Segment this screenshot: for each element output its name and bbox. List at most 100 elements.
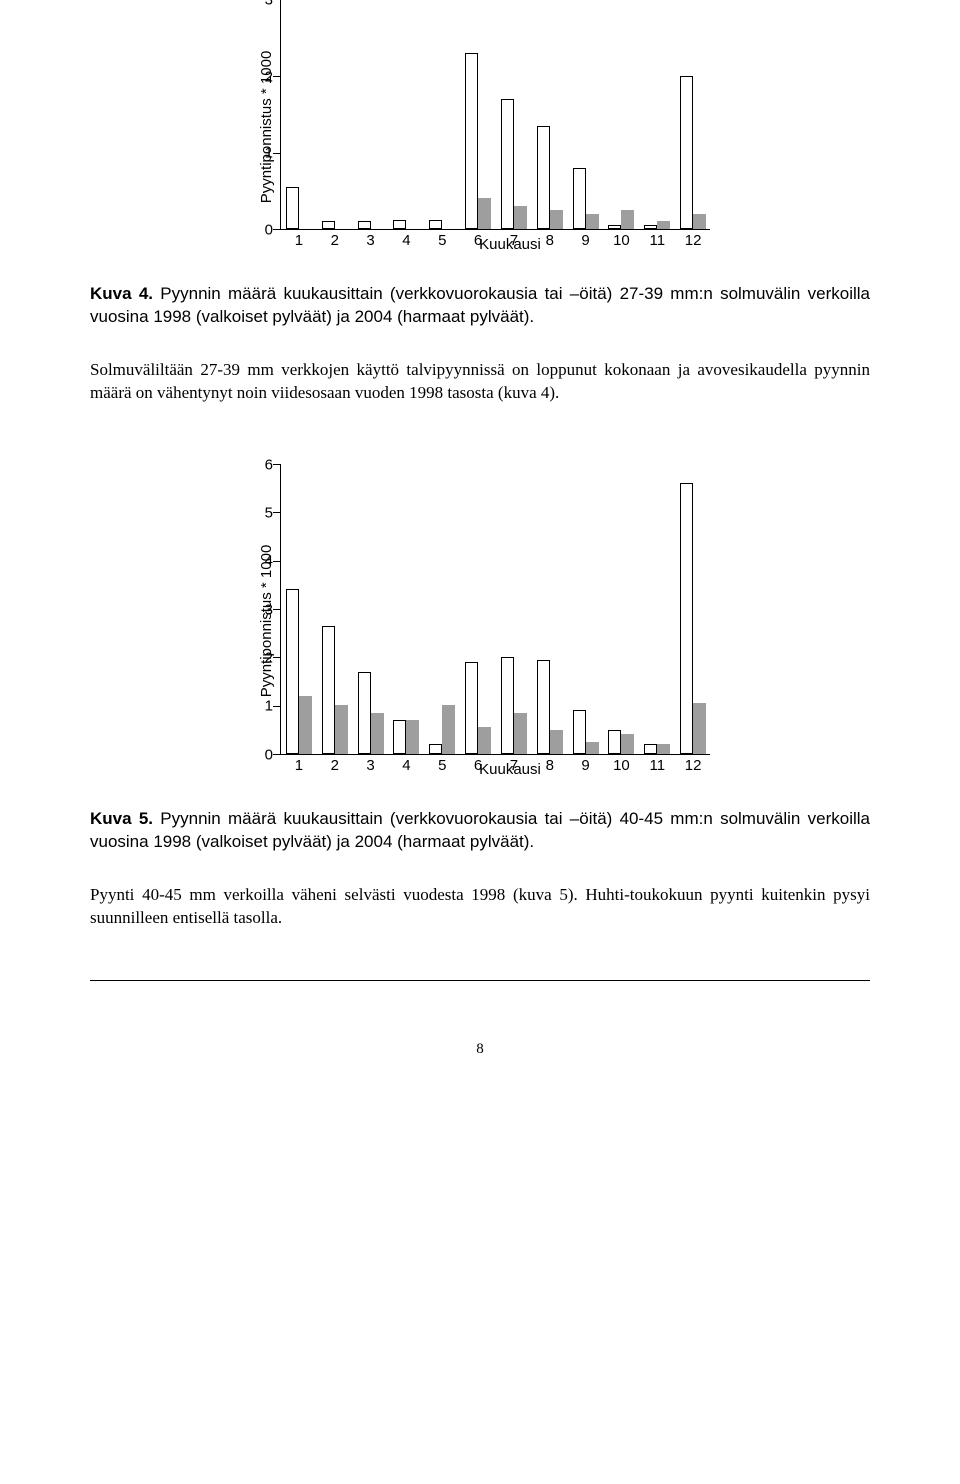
bar-gray <box>657 221 670 229</box>
x-tick-label: 8 <box>546 232 554 249</box>
bar-gray <box>514 206 527 229</box>
x-tick-label: 6 <box>474 232 482 249</box>
bar-white <box>465 53 478 229</box>
y-tick-label: 0 <box>253 746 273 763</box>
y-tick-label: 3 <box>253 601 273 618</box>
y-tick <box>273 706 281 707</box>
bar-white <box>680 483 693 754</box>
y-tick <box>273 512 281 513</box>
bar-gray <box>478 198 491 229</box>
bar-white <box>537 660 550 754</box>
x-tick-label: 10 <box>613 232 630 249</box>
y-tick <box>273 229 281 230</box>
caption-kuva4: Kuva 4. Pyynnin määrä kuukausittain (ver… <box>90 283 870 329</box>
bar-white <box>608 225 621 229</box>
chart-kuva4: Pyyntiponnistus * 1000 01231234567891011… <box>220 0 740 253</box>
y-tick <box>273 561 281 562</box>
x-tick-label: 7 <box>510 232 518 249</box>
footer-rule <box>90 980 870 981</box>
bar-white <box>429 220 442 229</box>
y-tick-label: 3 <box>253 0 273 9</box>
x-tick-label: 5 <box>438 232 446 249</box>
bar-gray <box>586 214 599 229</box>
caption5-text: Pyynnin määrä kuukausittain (verkkovuoro… <box>90 809 870 851</box>
bar-gray <box>621 210 634 229</box>
bar-gray <box>442 705 455 753</box>
y-tick-label: 0 <box>253 222 273 239</box>
bar-gray <box>478 727 491 754</box>
y-tick-label: 2 <box>253 68 273 85</box>
y-tick <box>273 657 281 658</box>
bar-white <box>429 744 442 754</box>
y-tick-label: 5 <box>253 505 273 522</box>
chart-kuva5: Pyyntiponnistus * 1000 01234561234567891… <box>220 465 740 778</box>
bar-white <box>644 225 657 229</box>
x-tick-label: 9 <box>581 232 589 249</box>
bar-white <box>358 221 371 229</box>
bar-white <box>644 744 657 754</box>
y-tick-label: 1 <box>253 698 273 715</box>
bar-white <box>393 220 406 229</box>
bar-gray <box>371 713 384 754</box>
page-number: 8 <box>90 1041 870 1058</box>
x-tick-label: 3 <box>366 757 374 774</box>
bar-white <box>286 589 299 753</box>
y-tick <box>273 464 281 465</box>
bar-gray <box>586 742 599 754</box>
bar-gray <box>657 744 670 754</box>
x-tick-label: 4 <box>402 232 410 249</box>
x-tick-label: 10 <box>613 757 630 774</box>
y-tick <box>273 754 281 755</box>
paragraph-2: Pyynti 40-45 mm verkoilla väheni selväst… <box>90 884 870 930</box>
bar-gray <box>621 734 634 753</box>
chart5-plot-area: 0123456123456789101112 <box>280 465 710 755</box>
bar-white <box>537 126 550 230</box>
y-tick <box>273 609 281 610</box>
x-tick-label: 11 <box>649 757 665 774</box>
x-tick-label: 5 <box>438 757 446 774</box>
x-tick-label: 3 <box>366 232 374 249</box>
bar-gray <box>550 730 563 754</box>
x-tick-label: 1 <box>295 232 303 249</box>
bar-white <box>286 187 299 229</box>
bar-white <box>465 662 478 754</box>
bar-white <box>573 168 586 229</box>
y-tick <box>273 153 281 154</box>
bar-white <box>608 730 621 754</box>
bar-white <box>322 626 335 754</box>
y-tick-label: 2 <box>253 650 273 667</box>
x-tick-label: 12 <box>685 757 702 774</box>
y-tick-label: 1 <box>253 145 273 162</box>
x-tick-label: 8 <box>546 757 554 774</box>
y-tick <box>273 76 281 77</box>
x-tick-label: 7 <box>510 757 518 774</box>
bar-gray <box>335 705 348 753</box>
x-tick-label: 12 <box>685 232 702 249</box>
x-tick-label: 11 <box>649 232 665 249</box>
x-tick-label: 2 <box>331 757 339 774</box>
y-tick-label: 4 <box>253 553 273 570</box>
bar-gray <box>550 210 563 229</box>
chart4-plot-area: 0123123456789101112 <box>280 0 710 230</box>
x-tick-label: 2 <box>331 232 339 249</box>
bar-gray <box>299 696 312 754</box>
bar-white <box>573 710 586 754</box>
bar-gray <box>693 703 706 754</box>
paragraph-1: Solmuväliltään 27-39 mm verkkojen käyttö… <box>90 359 870 405</box>
page: Pyyntiponnistus * 1000 01231234567891011… <box>0 0 960 1098</box>
bar-white <box>393 720 406 754</box>
bar-gray <box>693 214 706 229</box>
bar-white <box>680 76 693 229</box>
x-tick-label: 1 <box>295 757 303 774</box>
bar-white <box>501 99 514 229</box>
x-tick-label: 9 <box>581 757 589 774</box>
bar-white <box>358 672 371 754</box>
caption4-lead: Kuva 4. <box>90 284 153 303</box>
bar-white <box>322 221 335 229</box>
caption4-text: Pyynnin määrä kuukausittain (verkkovuoro… <box>90 284 870 326</box>
x-tick-label: 4 <box>402 757 410 774</box>
bar-white <box>501 657 514 754</box>
bar-gray <box>514 713 527 754</box>
bar-gray <box>406 720 419 754</box>
x-tick-label: 6 <box>474 757 482 774</box>
